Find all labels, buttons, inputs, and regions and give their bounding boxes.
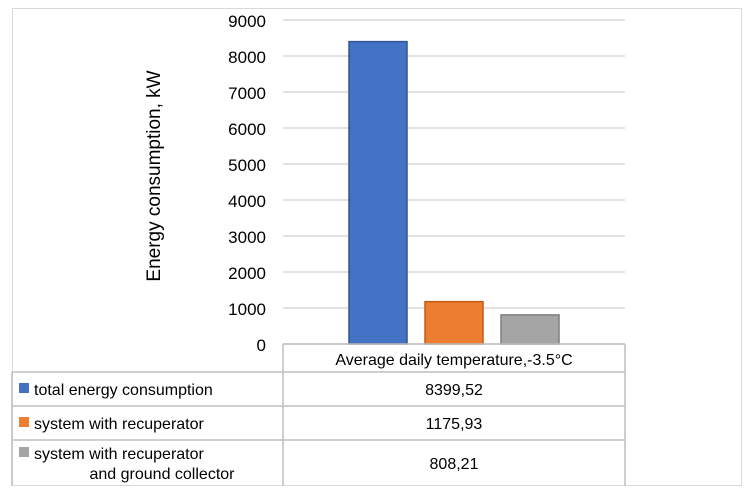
- y-tick-label: 5000: [228, 156, 266, 175]
- bar: [500, 314, 560, 345]
- y-tick-label: 9000: [228, 12, 266, 31]
- y-tick-label: 0: [257, 336, 266, 355]
- legend-key: [19, 383, 29, 393]
- data-table: Average daily temperature,-3.5°C total en…: [11, 343, 626, 486]
- legend-entry: system with recuperator: [34, 446, 205, 463]
- legend-key: [19, 417, 29, 427]
- y-tick-label: 6000: [228, 120, 266, 139]
- y-axis-label: Energy consumption, kW: [144, 70, 165, 281]
- bar: [424, 300, 484, 345]
- bar: [348, 40, 408, 345]
- bars: [348, 40, 560, 345]
- gridlines: [283, 19, 625, 345]
- y-tick-label: 8000: [228, 48, 266, 67]
- x-category-label: Average daily temperature,-3.5°C: [335, 352, 572, 369]
- data-label: 808,21: [430, 456, 479, 473]
- y-tick-label: 4000: [228, 192, 266, 211]
- y-tick-label: 1000: [228, 300, 266, 319]
- y-tick-label: 2000: [228, 264, 266, 283]
- y-tick-label: 7000: [228, 84, 266, 103]
- legend-key: [19, 447, 29, 457]
- legend-entry: and ground collector: [90, 466, 236, 483]
- legend-entry: system with recuperator: [34, 416, 205, 433]
- y-tick-label: 3000: [228, 228, 266, 247]
- legend-entry: total energy consumption: [34, 382, 213, 399]
- data-label: 8399,52: [425, 382, 483, 399]
- y-tick-labels: 0 1000 2000 3000 4000 5000 6000 7000 8000 9000: [228, 12, 266, 355]
- data-label: 1175,93: [426, 416, 483, 433]
